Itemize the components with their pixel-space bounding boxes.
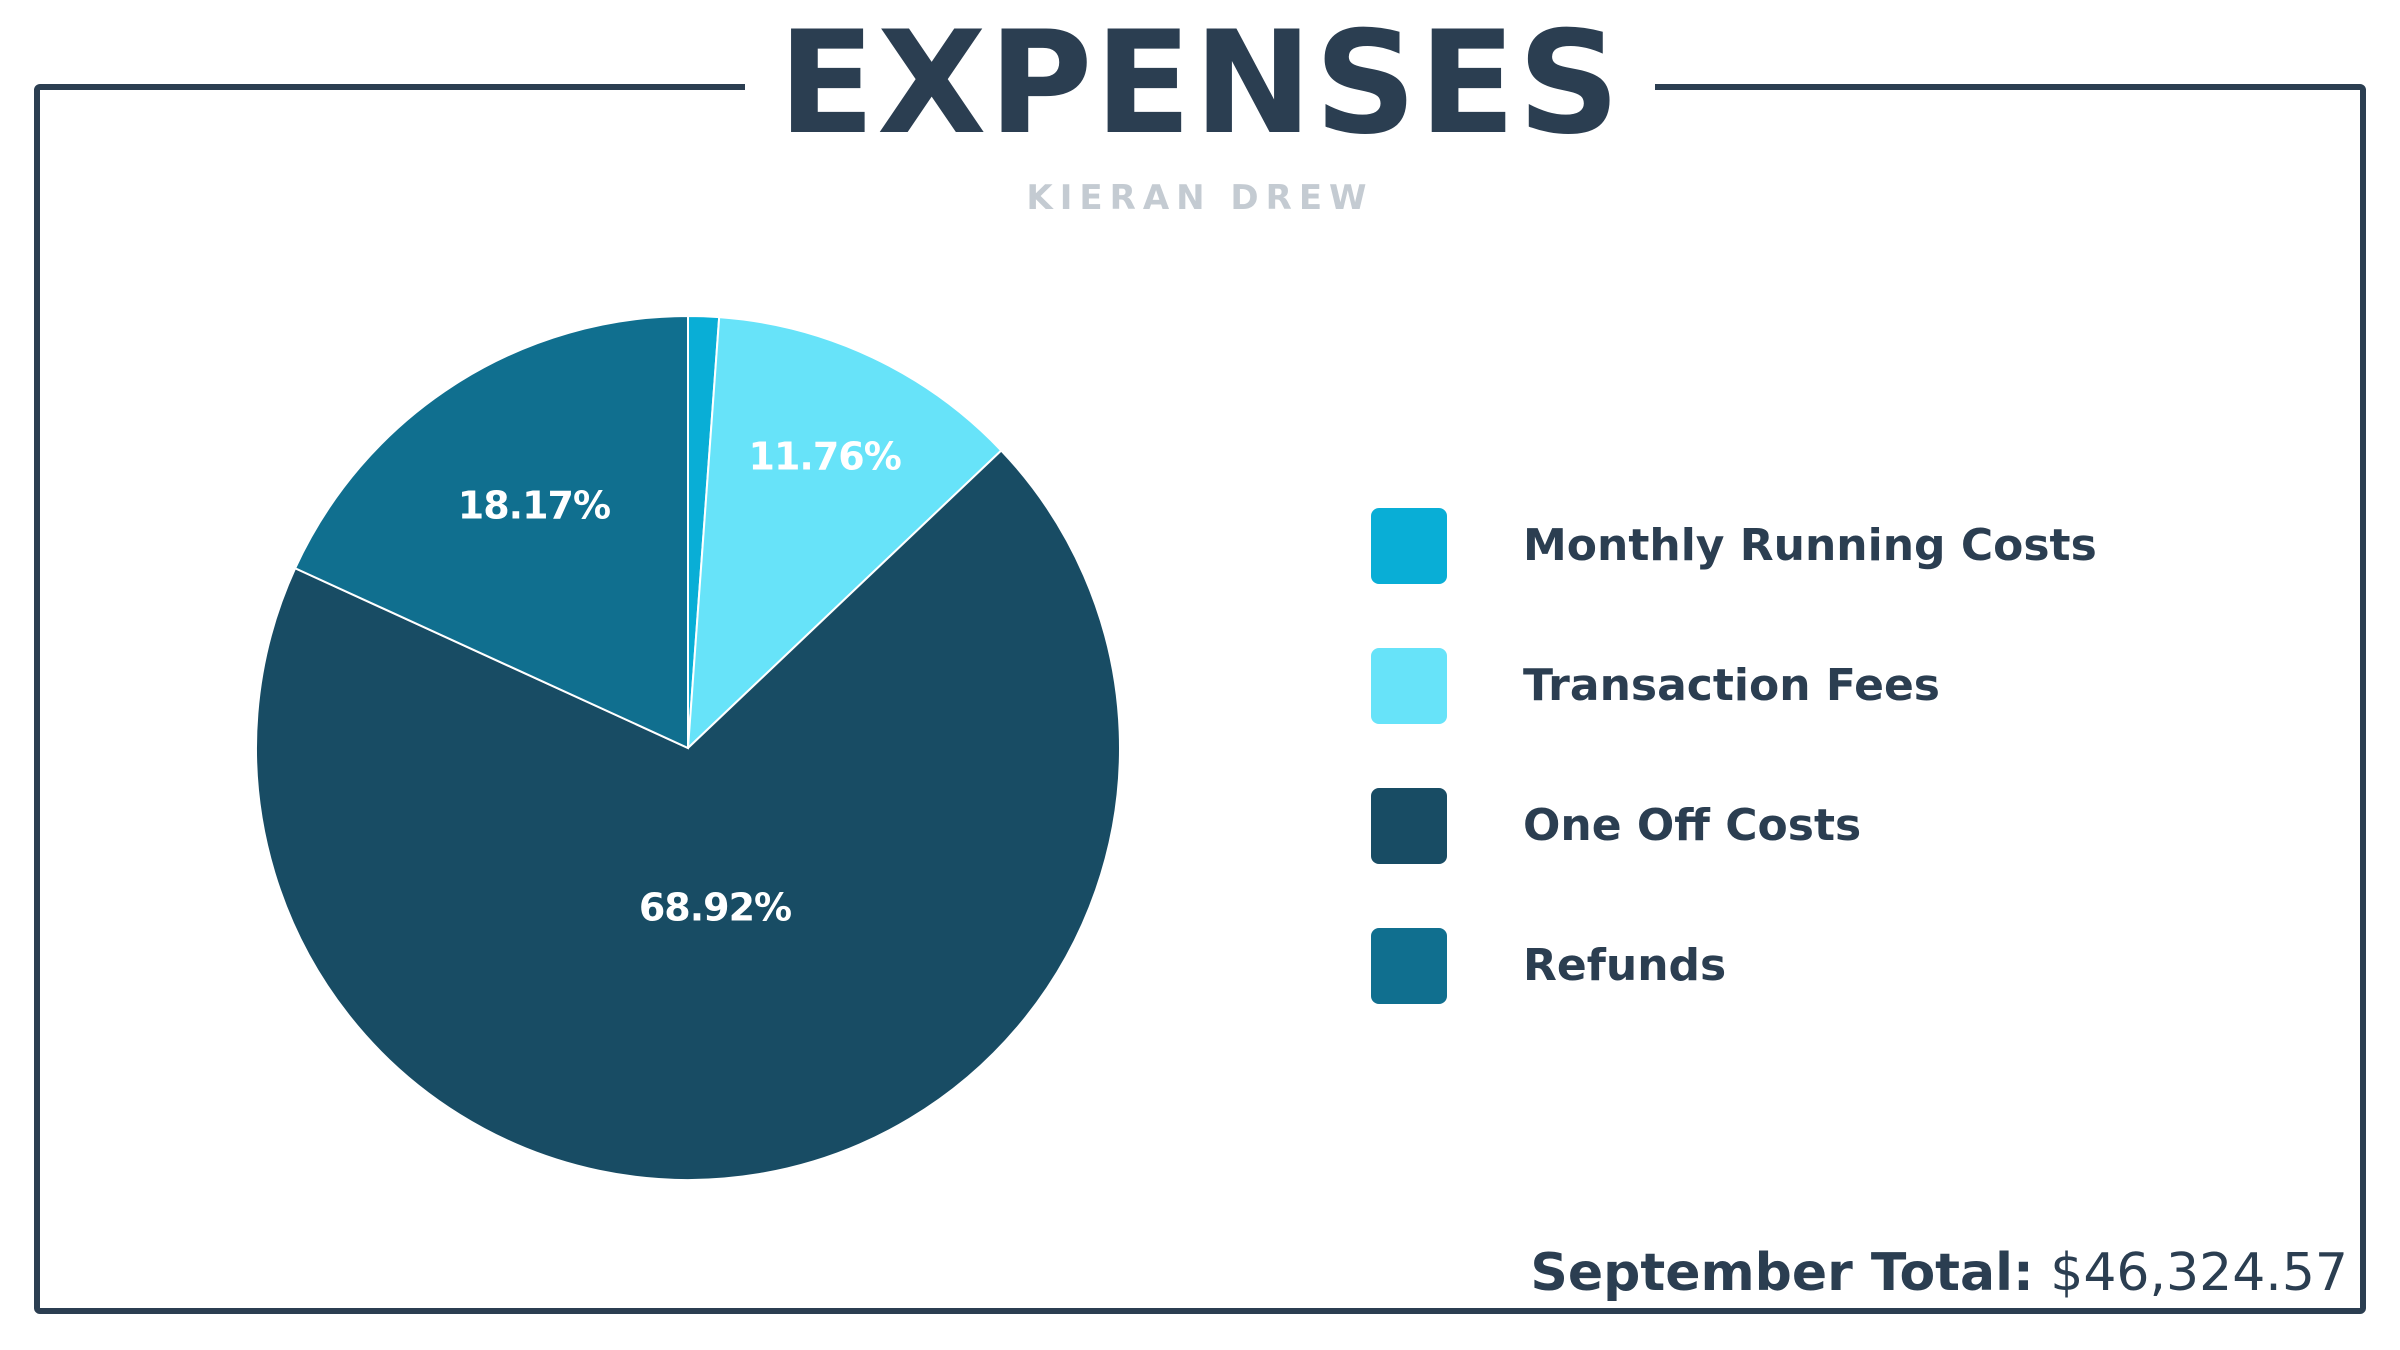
legend-label-monthly-running-costs: Monthly Running Costs [1523, 520, 2097, 571]
legend-swatch-one-off-costs [1371, 788, 1447, 864]
pie-slice-one-off-costs [255, 449, 1121, 1181]
september-total: September Total: $46,324.57 [1530, 1238, 2348, 1308]
pie-slices [255, 314, 1121, 1181]
pie-label-transaction-fees: 11.76% [749, 435, 901, 479]
legend-label-refunds: Refunds [1523, 940, 1727, 991]
legend-label-one-off-costs: One Off Costs [1523, 800, 1862, 851]
pie-label-one-off-costs: 68.92% [639, 885, 791, 929]
pie-slice-refunds [293, 314, 689, 750]
pie-data-labels: 11.76% 68.92% 18.17% [458, 435, 902, 930]
page-title: EXPENSES [778, 1, 1622, 166]
legend-label-transaction-fees: Transaction Fees [1523, 660, 1940, 711]
title-backer [745, 20, 1655, 170]
legend-swatch-transaction-fees [1371, 648, 1447, 724]
page-subtitle: KIERAN DREW [1026, 178, 1374, 218]
total-label: September Total: [1530, 1243, 2034, 1303]
pie-slice-transaction-fees [686, 316, 1003, 751]
legend-swatch-refunds [1371, 928, 1447, 1004]
pie-label-refunds: 18.17% [458, 484, 610, 528]
legend-swatch-monthly-running-costs [1371, 508, 1447, 584]
total-value: $46,324.57 [2050, 1243, 2348, 1303]
